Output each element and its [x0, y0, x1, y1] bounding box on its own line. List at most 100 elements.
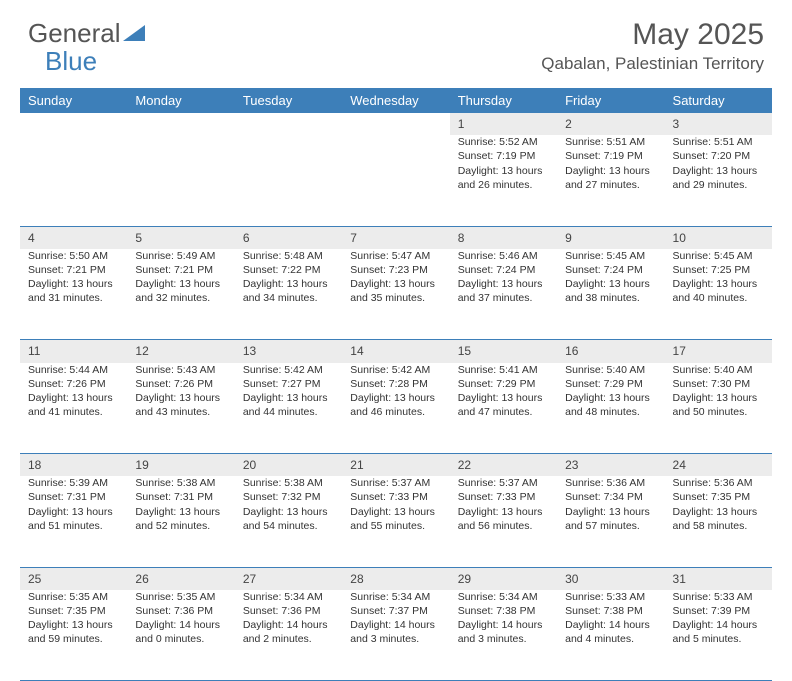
- sunset-line: Sunset: 7:24 PM: [565, 263, 656, 277]
- daynum-row: 45678910: [20, 226, 772, 249]
- day-number-cell: 10: [665, 226, 772, 249]
- sunrise-line: Sunrise: 5:33 AM: [565, 590, 656, 604]
- weekday-header: Sunday: [20, 88, 127, 113]
- daylight-line-2: and 40 minutes.: [673, 291, 764, 305]
- daylight-line-1: Daylight: 14 hours: [458, 618, 549, 632]
- sunrise-line: Sunrise: 5:51 AM: [565, 135, 656, 149]
- brand-logo: General: [28, 18, 145, 49]
- day-detail-cell: Sunrise: 5:35 AMSunset: 7:35 PMDaylight:…: [20, 590, 127, 681]
- sunrise-line: Sunrise: 5:34 AM: [350, 590, 441, 604]
- day-number-cell: 20: [235, 454, 342, 477]
- sunset-line: Sunset: 7:33 PM: [458, 490, 549, 504]
- weekday-header: Friday: [557, 88, 664, 113]
- daylight-line-1: Daylight: 13 hours: [243, 505, 334, 519]
- daylight-line-1: Daylight: 13 hours: [350, 391, 441, 405]
- day-number-cell: 5: [127, 226, 234, 249]
- day-detail-cell: Sunrise: 5:39 AMSunset: 7:31 PMDaylight:…: [20, 476, 127, 567]
- daylight-line-1: Daylight: 13 hours: [135, 505, 226, 519]
- sunrise-line: Sunrise: 5:40 AM: [565, 363, 656, 377]
- day-number-cell: 16: [557, 340, 664, 363]
- day-number-cell: 3: [665, 113, 772, 135]
- daylight-line-2: and 4 minutes.: [565, 632, 656, 646]
- day-detail-cell: Sunrise: 5:33 AMSunset: 7:39 PMDaylight:…: [665, 590, 772, 681]
- day-detail-cell: Sunrise: 5:45 AMSunset: 7:24 PMDaylight:…: [557, 249, 664, 340]
- calendar-table: SundayMondayTuesdayWednesdayThursdayFrid…: [20, 88, 772, 681]
- weekday-header: Monday: [127, 88, 234, 113]
- sunrise-line: Sunrise: 5:42 AM: [350, 363, 441, 377]
- day-number-cell: 2: [557, 113, 664, 135]
- daynum-row: 25262728293031: [20, 567, 772, 590]
- day-detail-cell: Sunrise: 5:42 AMSunset: 7:28 PMDaylight:…: [342, 363, 449, 454]
- title-block: May 2025 Qabalan, Palestinian Territory: [541, 18, 764, 74]
- day-number-cell: 12: [127, 340, 234, 363]
- daylight-line-2: and 32 minutes.: [135, 291, 226, 305]
- day-number-cell: 21: [342, 454, 449, 477]
- day-detail-cell: Sunrise: 5:33 AMSunset: 7:38 PMDaylight:…: [557, 590, 664, 681]
- day-number-cell: 30: [557, 567, 664, 590]
- sunrise-line: Sunrise: 5:35 AM: [28, 590, 119, 604]
- daylight-line-2: and 41 minutes.: [28, 405, 119, 419]
- sunrise-line: Sunrise: 5:43 AM: [135, 363, 226, 377]
- daylight-line-2: and 0 minutes.: [135, 632, 226, 646]
- sunset-line: Sunset: 7:38 PM: [458, 604, 549, 618]
- daylight-line-1: Daylight: 13 hours: [565, 505, 656, 519]
- day-number-cell: 6: [235, 226, 342, 249]
- day-detail-row: Sunrise: 5:44 AMSunset: 7:26 PMDaylight:…: [20, 363, 772, 454]
- day-detail-cell: Sunrise: 5:45 AMSunset: 7:25 PMDaylight:…: [665, 249, 772, 340]
- day-detail-cell: Sunrise: 5:49 AMSunset: 7:21 PMDaylight:…: [127, 249, 234, 340]
- daylight-line-2: and 46 minutes.: [350, 405, 441, 419]
- day-number-cell: [127, 113, 234, 135]
- sunrise-line: Sunrise: 5:34 AM: [243, 590, 334, 604]
- daylight-line-2: and 43 minutes.: [135, 405, 226, 419]
- daylight-line-1: Daylight: 14 hours: [565, 618, 656, 632]
- daylight-line-1: Daylight: 13 hours: [458, 391, 549, 405]
- day-detail-cell: Sunrise: 5:37 AMSunset: 7:33 PMDaylight:…: [342, 476, 449, 567]
- daylight-line-1: Daylight: 13 hours: [28, 391, 119, 405]
- daylight-line-2: and 27 minutes.: [565, 178, 656, 192]
- day-detail-cell: Sunrise: 5:36 AMSunset: 7:34 PMDaylight:…: [557, 476, 664, 567]
- day-detail-cell: [20, 135, 127, 226]
- day-number-cell: 7: [342, 226, 449, 249]
- sunset-line: Sunset: 7:29 PM: [565, 377, 656, 391]
- sunset-line: Sunset: 7:29 PM: [458, 377, 549, 391]
- day-detail-cell: Sunrise: 5:37 AMSunset: 7:33 PMDaylight:…: [450, 476, 557, 567]
- sunset-line: Sunset: 7:32 PM: [243, 490, 334, 504]
- sunset-line: Sunset: 7:23 PM: [350, 263, 441, 277]
- daylight-line-1: Daylight: 13 hours: [673, 164, 764, 178]
- day-detail-cell: Sunrise: 5:42 AMSunset: 7:27 PMDaylight:…: [235, 363, 342, 454]
- sunset-line: Sunset: 7:31 PM: [28, 490, 119, 504]
- day-detail-row: Sunrise: 5:35 AMSunset: 7:35 PMDaylight:…: [20, 590, 772, 681]
- daylight-line-2: and 3 minutes.: [350, 632, 441, 646]
- sunset-line: Sunset: 7:36 PM: [135, 604, 226, 618]
- weekday-header: Tuesday: [235, 88, 342, 113]
- day-number-cell: 29: [450, 567, 557, 590]
- daylight-line-1: Daylight: 13 hours: [350, 277, 441, 291]
- day-detail-cell: Sunrise: 5:34 AMSunset: 7:38 PMDaylight:…: [450, 590, 557, 681]
- sunrise-line: Sunrise: 5:35 AM: [135, 590, 226, 604]
- daylight-line-2: and 47 minutes.: [458, 405, 549, 419]
- sunrise-line: Sunrise: 5:36 AM: [673, 476, 764, 490]
- daylight-line-1: Daylight: 13 hours: [28, 277, 119, 291]
- day-number-cell: 17: [665, 340, 772, 363]
- daylight-line-1: Daylight: 13 hours: [458, 505, 549, 519]
- sunset-line: Sunset: 7:28 PM: [350, 377, 441, 391]
- day-detail-cell: Sunrise: 5:40 AMSunset: 7:30 PMDaylight:…: [665, 363, 772, 454]
- brand-part2: Blue: [45, 46, 97, 77]
- day-detail-cell: Sunrise: 5:40 AMSunset: 7:29 PMDaylight:…: [557, 363, 664, 454]
- daylight-line-1: Daylight: 13 hours: [673, 505, 764, 519]
- daynum-row: 18192021222324: [20, 454, 772, 477]
- daylight-line-1: Daylight: 13 hours: [673, 391, 764, 405]
- daylight-line-2: and 51 minutes.: [28, 519, 119, 533]
- day-detail-row: Sunrise: 5:39 AMSunset: 7:31 PM Daylight:…: [20, 476, 772, 567]
- sunrise-line: Sunrise: 5:49 AM: [135, 249, 226, 263]
- sunrise-line: Sunrise: 5:51 AM: [673, 135, 764, 149]
- sunrise-line: Sunrise: 5:42 AM: [243, 363, 334, 377]
- day-number-cell: 23: [557, 454, 664, 477]
- daylight-line-1: Daylight: 13 hours: [458, 277, 549, 291]
- day-number-cell: [342, 113, 449, 135]
- sunrise-line: Sunrise: 5:36 AM: [565, 476, 656, 490]
- daylight-line-1: Daylight: 13 hours: [458, 164, 549, 178]
- sunrise-line: Sunrise: 5:39 AM: [28, 476, 119, 490]
- location-label: Qabalan, Palestinian Territory: [541, 54, 764, 74]
- sunset-line: Sunset: 7:22 PM: [243, 263, 334, 277]
